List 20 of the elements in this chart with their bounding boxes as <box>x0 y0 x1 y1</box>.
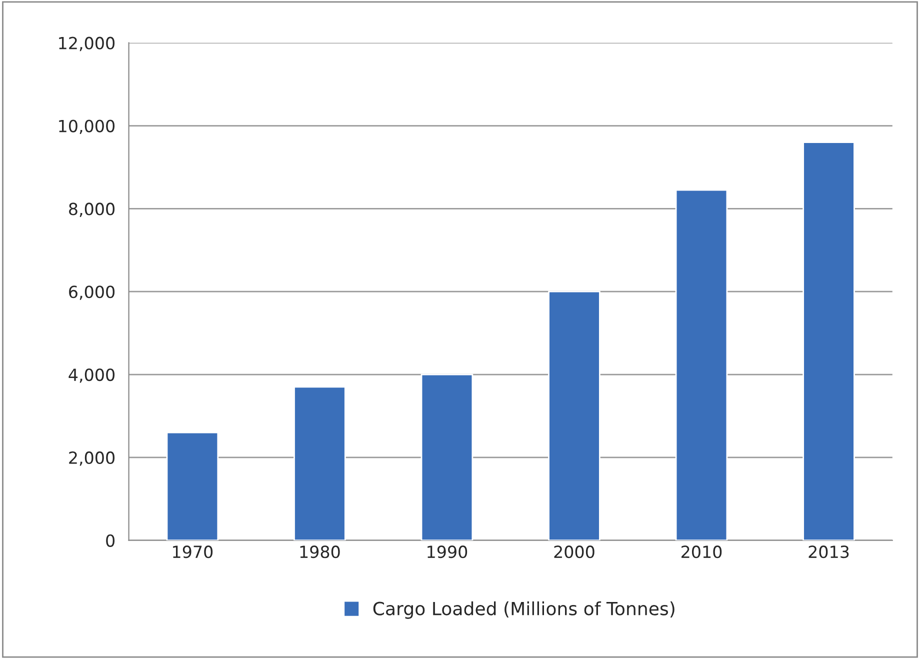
x-tick-label: 1980 <box>300 546 340 558</box>
y-tick-label: 8,000 <box>69 202 114 217</box>
x-tick-label: 1990 <box>428 546 468 558</box>
bar <box>166 432 219 540</box>
x-tick-label: 2013 <box>808 546 849 558</box>
y-tick-label: 12,000 <box>59 36 114 52</box>
y-tick-label: 2,000 <box>69 451 114 466</box>
bar <box>802 142 855 540</box>
bar <box>675 189 728 540</box>
y-tick-label: 10,000 <box>59 120 114 134</box>
legend-label: Cargo Loaded (Millions of Tonnes) <box>373 601 674 619</box>
x-tick-label: 2000 <box>554 546 594 558</box>
bar <box>548 290 600 540</box>
bar <box>294 386 346 540</box>
bar <box>420 374 474 540</box>
y-tick-label: 0 <box>106 534 114 547</box>
x-tick-label: 1970 <box>173 546 213 558</box>
y-tick-label: 4,000 <box>68 368 114 383</box>
y-tick-label: 6,000 <box>69 286 114 300</box>
x-tick-label: 2010 <box>682 546 722 558</box>
